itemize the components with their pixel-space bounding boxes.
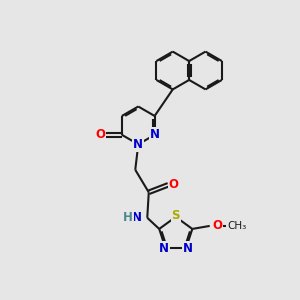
Text: N: N bbox=[133, 138, 143, 151]
Text: N: N bbox=[132, 211, 142, 224]
Text: N: N bbox=[182, 242, 193, 255]
Text: N: N bbox=[150, 128, 160, 141]
Text: CH₃: CH₃ bbox=[227, 221, 246, 231]
Text: O: O bbox=[95, 128, 105, 141]
Text: N: N bbox=[159, 242, 169, 255]
Text: O: O bbox=[212, 219, 222, 232]
Text: H: H bbox=[123, 211, 133, 224]
Text: O: O bbox=[169, 178, 179, 191]
Text: S: S bbox=[172, 209, 180, 222]
